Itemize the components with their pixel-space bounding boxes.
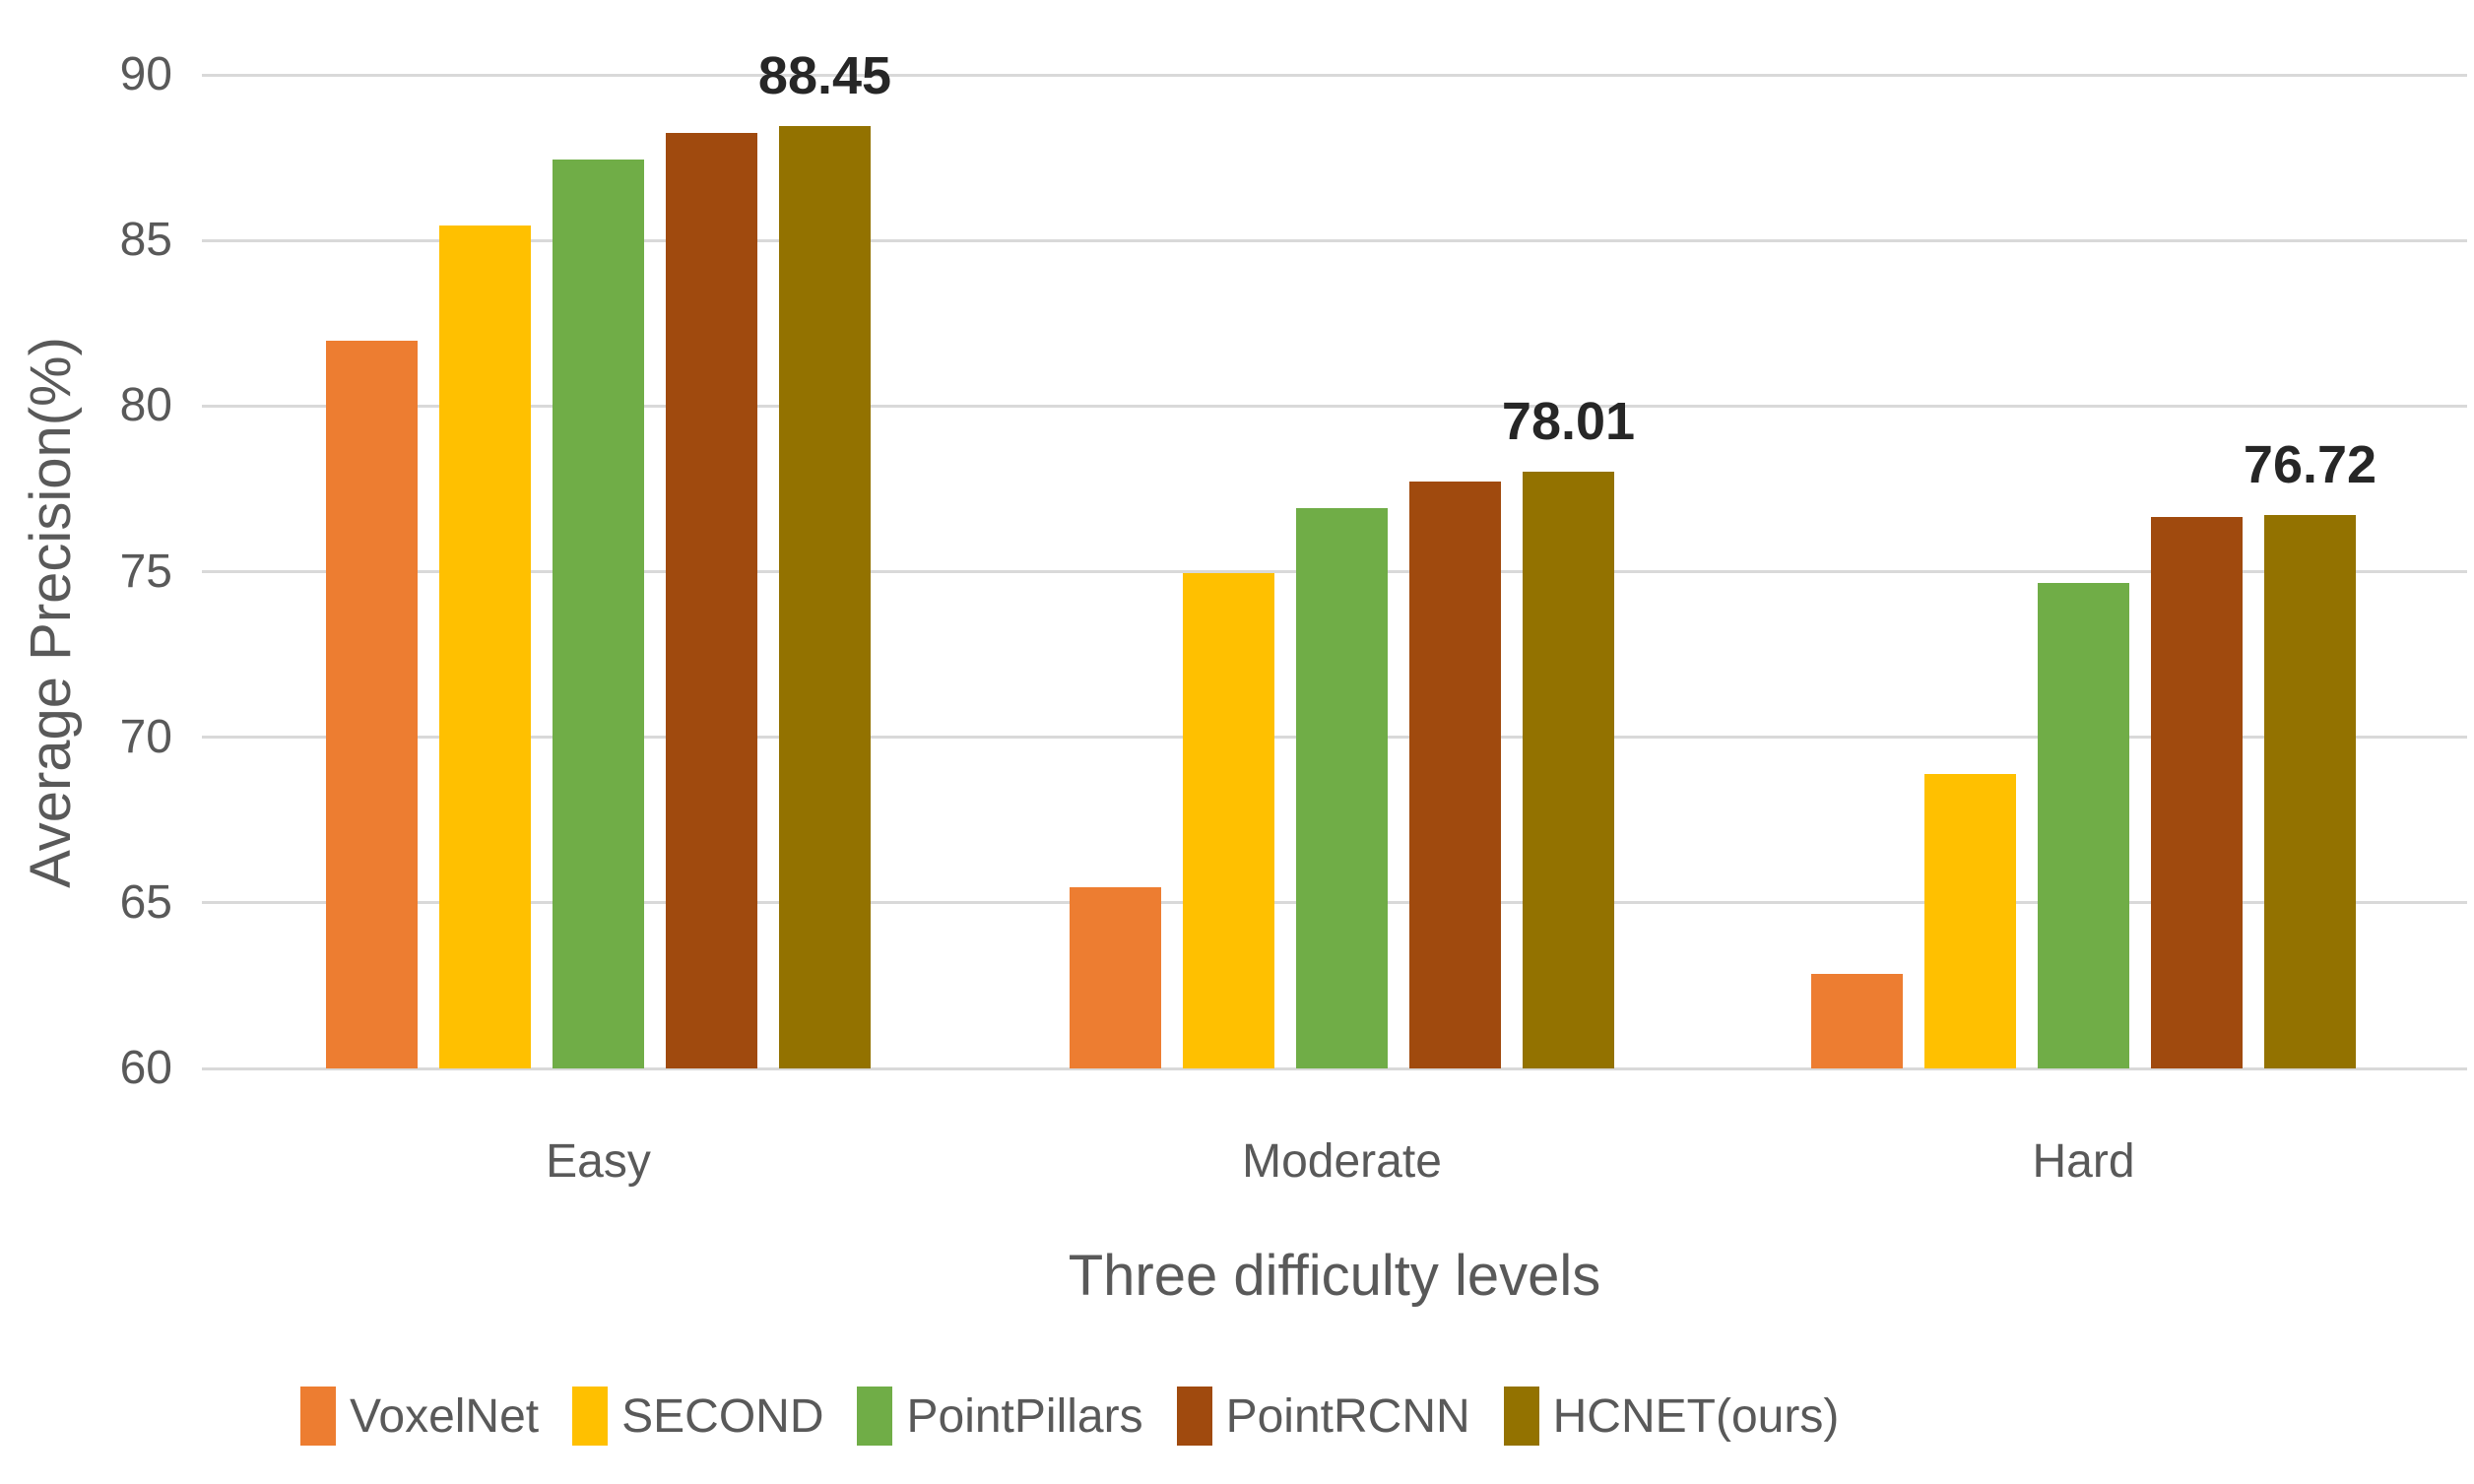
bar-voxelnet-easy — [326, 341, 418, 1068]
data-label: 78.01 — [1501, 392, 1636, 452]
y-tick-label: 90 — [119, 48, 172, 100]
data-label: 76.72 — [2243, 434, 2377, 494]
y-tick-label: 65 — [119, 875, 172, 929]
legend-label: VoxelNet — [350, 1389, 540, 1443]
legend-item-second: SECOND — [572, 1387, 823, 1446]
bar-hcnet-ours--easy — [779, 126, 871, 1068]
y-tick-label: 75 — [119, 545, 172, 598]
x-category-label: Easy — [546, 1135, 651, 1188]
bar-pointrcnn-easy — [666, 132, 757, 1068]
legend-item-pointpillars: PointPillars — [857, 1387, 1143, 1446]
legend-item-hcnet-ours-: HCNET(ours) — [1503, 1387, 1840, 1446]
gridline — [202, 73, 2467, 77]
bar-pointrcnn-hard — [2151, 517, 2243, 1068]
legend-label: SECOND — [621, 1389, 824, 1443]
legend-swatch — [300, 1387, 336, 1446]
legend-swatch — [1176, 1387, 1212, 1446]
bar-pointpillars-moderate — [1296, 508, 1388, 1068]
x-category-label: Hard — [2032, 1135, 2135, 1188]
legend-label: HCNET(ours) — [1552, 1389, 1840, 1443]
legend-label: PointRCNN — [1225, 1389, 1470, 1443]
y-tick-label: 70 — [119, 710, 172, 763]
legend-swatch — [572, 1387, 609, 1446]
bar-pointpillars-easy — [553, 159, 644, 1068]
bar-hcnet-ours--hard — [2264, 514, 2356, 1068]
legend-swatch — [1503, 1387, 1539, 1446]
bar-voxelnet-hard — [1811, 974, 1903, 1068]
bar-pointpillars-hard — [2038, 583, 2129, 1068]
legend-swatch — [857, 1387, 893, 1446]
bar-group-hard — [1811, 75, 2356, 1068]
x-category-label: Moderate — [1242, 1135, 1442, 1188]
bar-voxelnet-moderate — [1070, 887, 1161, 1068]
data-label: 88.45 — [757, 46, 892, 106]
y-tick-label: 80 — [119, 379, 172, 432]
legend-item-pointrcnn: PointRCNN — [1176, 1387, 1470, 1446]
bar-second-moderate — [1183, 572, 1274, 1068]
bar-group-easy — [326, 75, 871, 1068]
legend-label: PointPillars — [906, 1389, 1143, 1443]
y-tick-label: 60 — [119, 1042, 172, 1094]
bar-second-easy — [439, 226, 531, 1068]
bar-second-hard — [1924, 773, 2016, 1068]
x-axis-title: Three difficulty levels — [1068, 1244, 1601, 1308]
chart-legend: VoxelNet SECOND PointPillars PointRCNN HCNET… — [300, 1387, 1839, 1446]
y-tick-label: 85 — [119, 214, 172, 267]
bar-group-moderate — [1070, 75, 1614, 1068]
gridline — [202, 238, 2467, 242]
bar-hcnet-ours--moderate — [1523, 472, 1614, 1068]
gridline — [202, 1066, 2467, 1070]
legend-item-voxelnet: VoxelNet — [300, 1387, 539, 1446]
gridline — [202, 404, 2467, 408]
bar-pointrcnn-moderate — [1409, 481, 1501, 1068]
